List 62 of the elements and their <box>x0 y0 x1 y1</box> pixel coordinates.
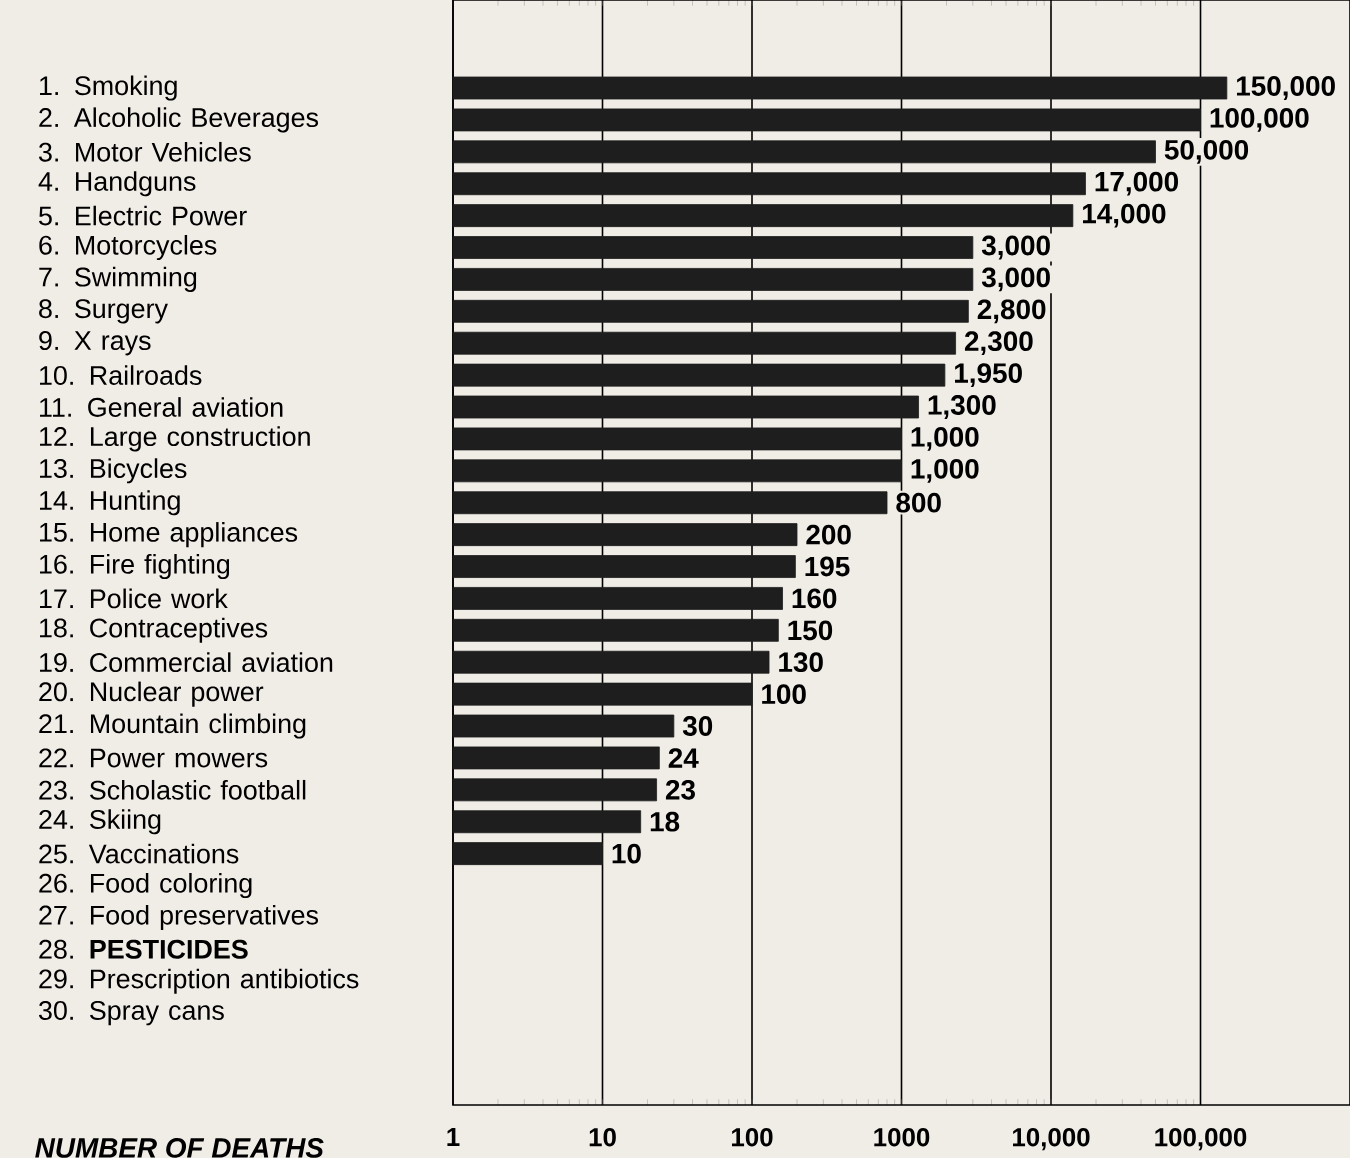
y-tick-label: 16. Fire fighting <box>40 553 230 580</box>
y-tick-label: 7. Swimming <box>39 266 197 292</box>
y-tick-label: 28. PESTICIDES <box>39 939 248 959</box>
data-label: 2,300 <box>964 331 1033 356</box>
y-tick-label: 17. Police work <box>40 588 228 609</box>
x-tick-label: 1000 <box>874 1128 930 1147</box>
data-label: 130 <box>779 652 823 673</box>
y-tick-label: 19. Commercial aviation <box>40 652 333 673</box>
data-label: 24 <box>668 748 699 768</box>
y-tick-label: 3. Motor Vehicles <box>38 141 251 162</box>
data-label: 1,300 <box>928 395 996 419</box>
y-tick-label: 30. Spray cans <box>38 1000 224 1026</box>
y-tick-label: 21. Mountain climbing <box>39 713 306 739</box>
data-label: 800 <box>896 492 941 513</box>
data-label: 200 <box>806 524 851 545</box>
y-tick-label: 27. Food preservatives <box>39 904 319 930</box>
data-label: 3,000 <box>981 267 1050 292</box>
y-tick-label: 2. Alcoholic Beverages <box>39 107 319 133</box>
y-tick-label: 5. Electric Power <box>39 205 247 226</box>
x-axis-title: NUMBER OF DEATHS <box>35 1138 324 1158</box>
y-tick-label: 10. Railroads <box>40 365 202 385</box>
y-tick-label: 22. Power mowers <box>39 748 268 768</box>
x-tick-label: 1 <box>447 1128 460 1146</box>
y-tick-label: 18. Contraceptives <box>40 617 268 643</box>
data-label: 50,000 <box>1164 139 1249 164</box>
y-tick-label: 9. X rays <box>39 331 151 356</box>
x-tick-label: 100,000 <box>1155 1128 1247 1151</box>
y-tick-label: 23. Scholastic football <box>39 779 306 800</box>
data-label: 100 <box>762 684 806 705</box>
y-tick-label: 6. Motorcycles <box>39 234 217 261</box>
data-label: 160 <box>792 588 837 609</box>
data-label: 1,950 <box>955 363 1022 388</box>
x-tick-label: 10 <box>589 1128 616 1147</box>
data-label: 10 <box>612 843 641 864</box>
data-label: 150,000 <box>1236 76 1335 100</box>
y-tick-label: 11. General aviation <box>40 397 283 417</box>
data-label: 2,800 <box>977 299 1046 324</box>
y-tick-label: 4. Handguns <box>38 171 196 197</box>
y-tick-label: 24. Skiing <box>39 809 161 835</box>
y-tick-label: 8. Surgery <box>39 299 168 324</box>
y-tick-label: 20. Nuclear power <box>39 681 264 707</box>
data-label: 150 <box>788 620 833 641</box>
data-label: 3,000 <box>981 235 1050 260</box>
data-label: 18 <box>650 811 680 832</box>
y-tick-label: 12. Large construction <box>40 426 310 452</box>
data-label: 30 <box>682 716 713 736</box>
data-label: 17,000 <box>1095 171 1179 196</box>
y-tick-label: 13. Bicycles <box>40 458 187 484</box>
data-label: 100,000 <box>1210 108 1309 132</box>
data-label: 23 <box>665 779 695 800</box>
y-tick-label: 1. Smoking <box>40 75 177 101</box>
y-tick-label: 26. Food coloring <box>39 872 252 899</box>
data-label: 195 <box>805 556 850 577</box>
y-tick-label: 14. Hunting <box>40 490 180 516</box>
x-tick-label: 100 <box>732 1128 773 1147</box>
y-tick-label: 25. Vaccinations <box>39 843 239 864</box>
y-tick-label: 29. Prescription antibiotics <box>39 968 359 994</box>
y-tick-label: 15. Home appliances <box>40 522 298 548</box>
data-label: 1,000 <box>911 458 979 483</box>
data-label: 14,000 <box>1083 203 1166 228</box>
x-tick-label: 10,000 <box>1013 1128 1090 1151</box>
data-label: 1,000 <box>911 427 979 451</box>
